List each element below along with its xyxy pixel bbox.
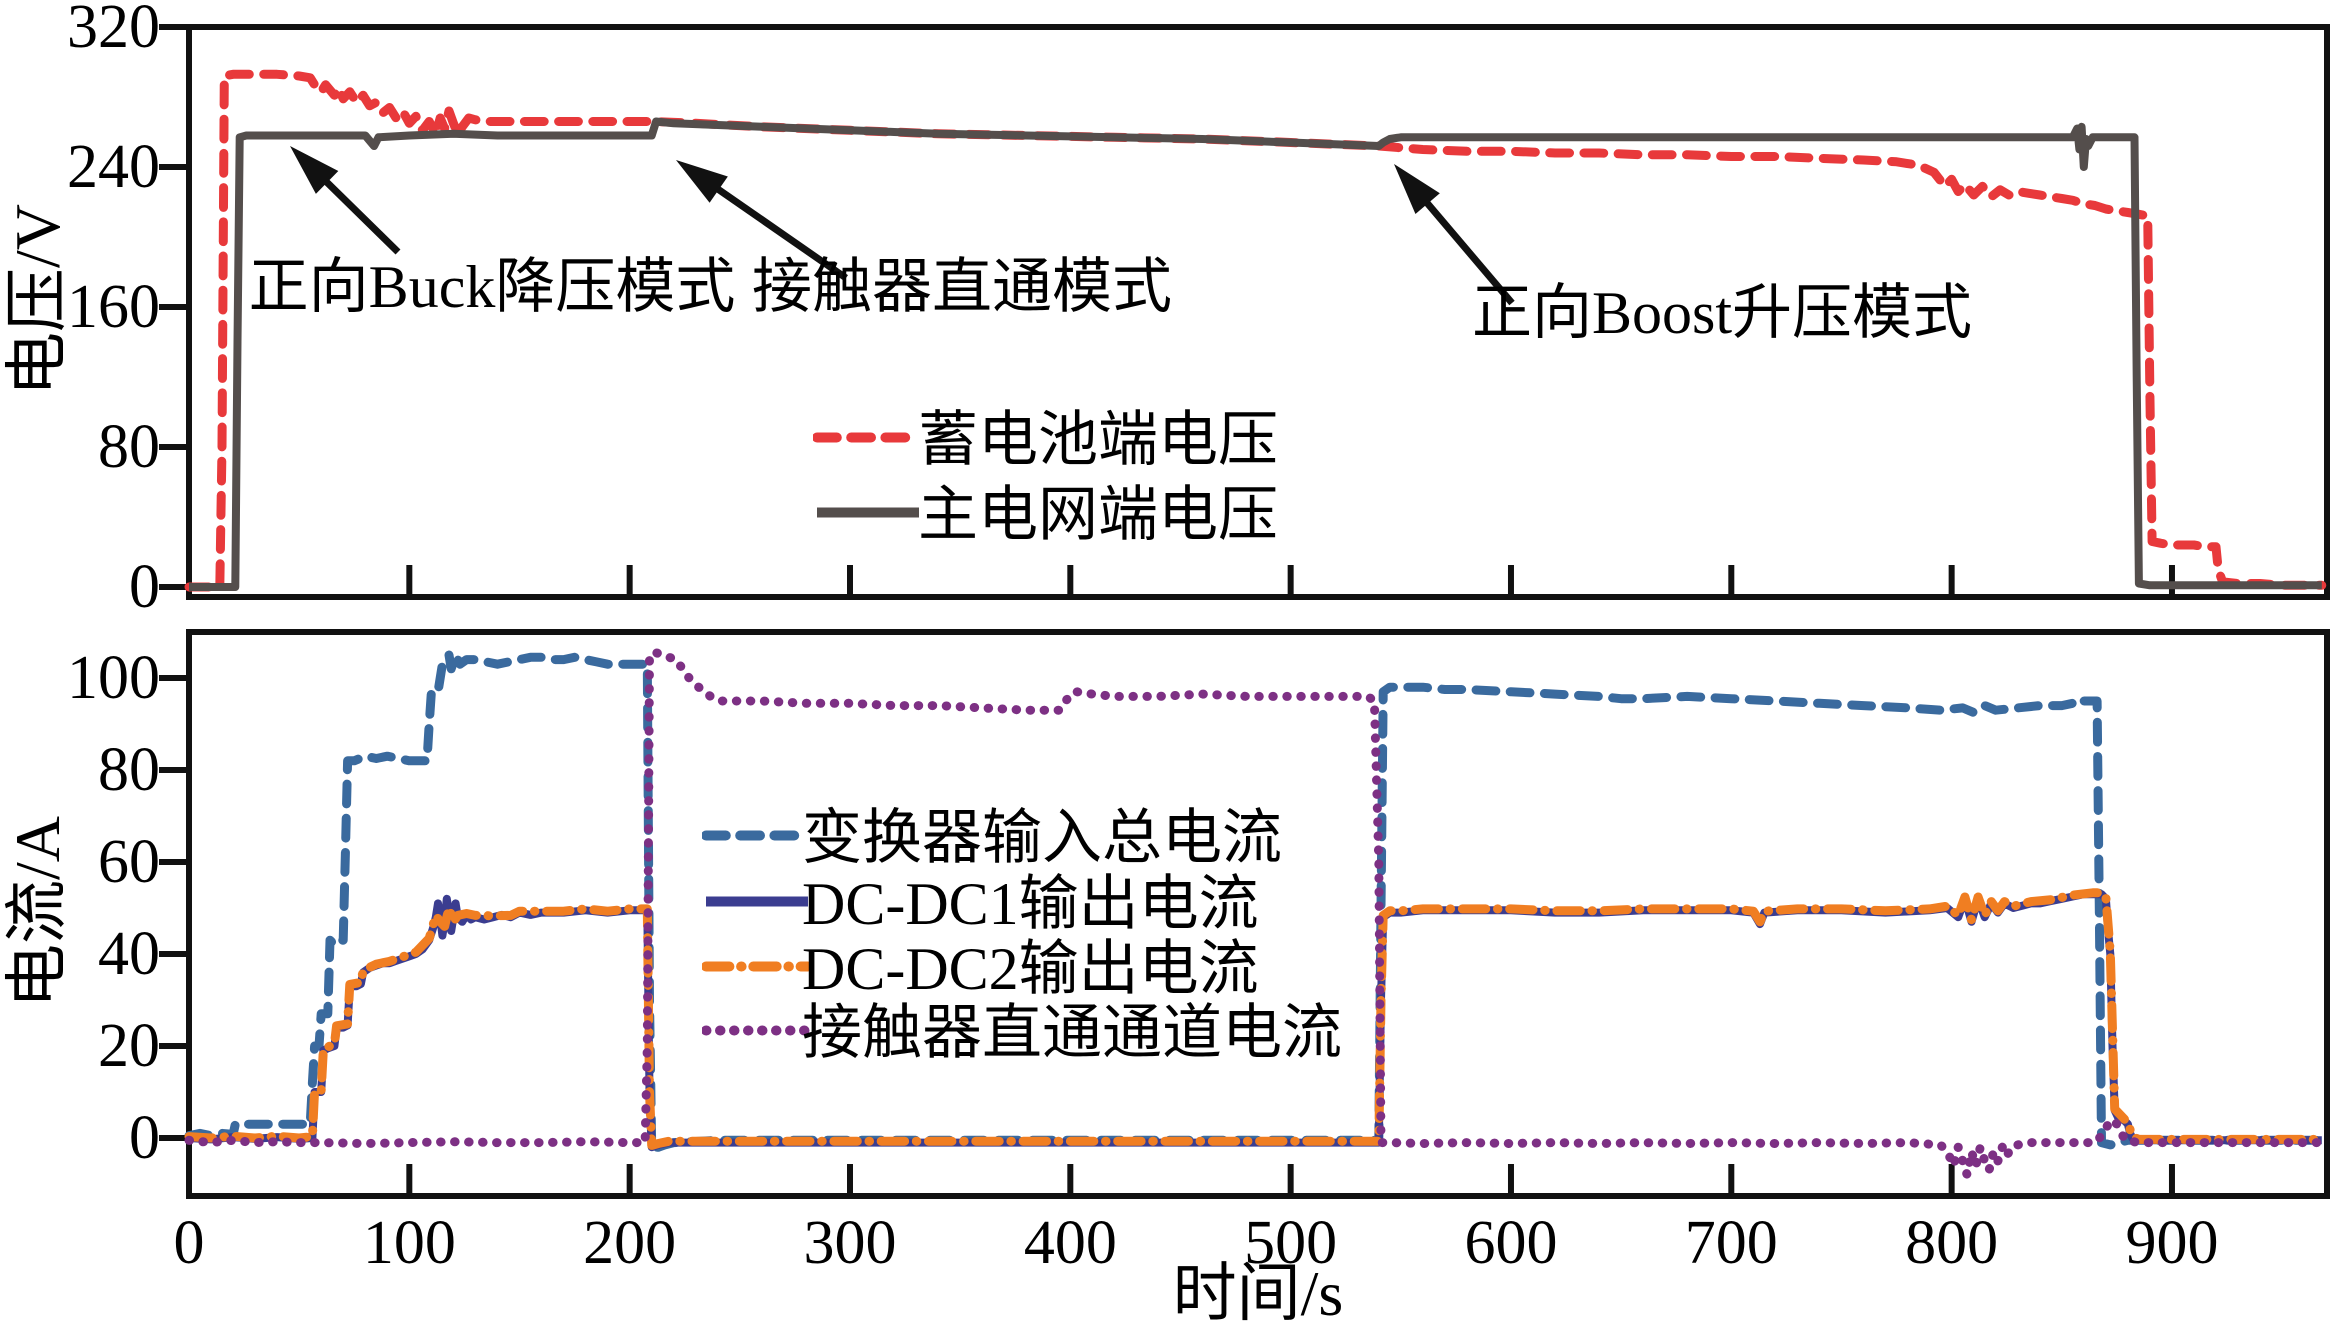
x-tick-label: 400	[1023, 1209, 1117, 1277]
x-tick-label: 300	[803, 1209, 897, 1277]
annotation-arrow-head-1	[676, 160, 728, 203]
top-y-tick-label: 320	[67, 0, 160, 61]
annotation-arrow-line-0	[318, 174, 401, 255]
annotation-boost-mode: 正向Boost升压模式	[1471, 280, 1973, 346]
top-legend-label-1: 主电网端电压	[918, 482, 1278, 548]
bottom-legend-swatch-2	[701, 955, 813, 984]
bottom-y-tick-label: 20	[98, 1012, 160, 1080]
annotation-arrow-line-1	[710, 182, 848, 281]
x-tick-label: 500	[1244, 1209, 1338, 1277]
top-legend-swatch-1	[813, 501, 923, 530]
bottom-y-tick-label: 60	[98, 828, 160, 896]
top-y-tick-label: 0	[129, 553, 160, 621]
bottom-legend-swatch-3	[701, 1019, 813, 1048]
top-y-tick-label: 160	[67, 273, 160, 341]
bottom-y-tick-label: 40	[98, 920, 160, 988]
annotation-arrow-head-0	[290, 146, 339, 194]
bottom-legend-label-0: 变换器输入总电流	[802, 805, 1282, 871]
x-tick-label: 0	[173, 1209, 205, 1277]
top-series-0	[184, 69, 2327, 592]
annotation-buck-mode: 正向Buck降压模式	[248, 254, 736, 320]
bottom-y-tick-label: 80	[98, 736, 160, 804]
bottom-legend-label-2: DC-DC2输出电流	[802, 936, 1259, 1002]
x-tick-label: 700	[1684, 1209, 1778, 1277]
x-tick-label: 200	[583, 1209, 677, 1277]
top-y-axis-title: 电压/V	[2, 204, 73, 396]
top-y-tick-label: 240	[67, 133, 160, 201]
bottom-y-tick-label: 0	[129, 1104, 160, 1172]
bottom-legend-label-3: 接触器直通通道电流	[802, 1000, 1342, 1066]
x-tick-label: 100	[362, 1209, 456, 1277]
annotation-contactor-mode: 接触器直通模式	[752, 254, 1172, 320]
top-series-1	[189, 117, 2322, 591]
top-plot-frame	[186, 24, 2330, 600]
bottom-legend-swatch-1	[702, 890, 812, 919]
bottom-legend-swatch-0	[701, 824, 813, 853]
x-tick-label: 600	[1464, 1209, 1558, 1277]
top-legend-swatch-0	[812, 426, 924, 455]
bottom-legend-label-1: DC-DC1输出电流	[802, 871, 1259, 937]
bottom-y-tick-label: 100	[67, 644, 160, 712]
top-legend-label-0: 蓄电池端电压	[918, 407, 1278, 473]
bottom-series-2	[184, 888, 2327, 1150]
x-axis-title: 时间/s	[1172, 1258, 1344, 1329]
x-tick-label: 800	[1905, 1209, 1999, 1277]
bottom-plot-frame	[186, 629, 2330, 1199]
bottom-y-axis-title: 电流/A	[2, 816, 73, 1008]
bottom-series-3	[184, 648, 2327, 1180]
top-y-tick-label: 80	[98, 413, 160, 481]
x-tick-label: 900	[2125, 1209, 2219, 1277]
annotation-arrow-line-2	[1419, 195, 1515, 306]
annotation-arrow-head-2	[1394, 164, 1440, 214]
